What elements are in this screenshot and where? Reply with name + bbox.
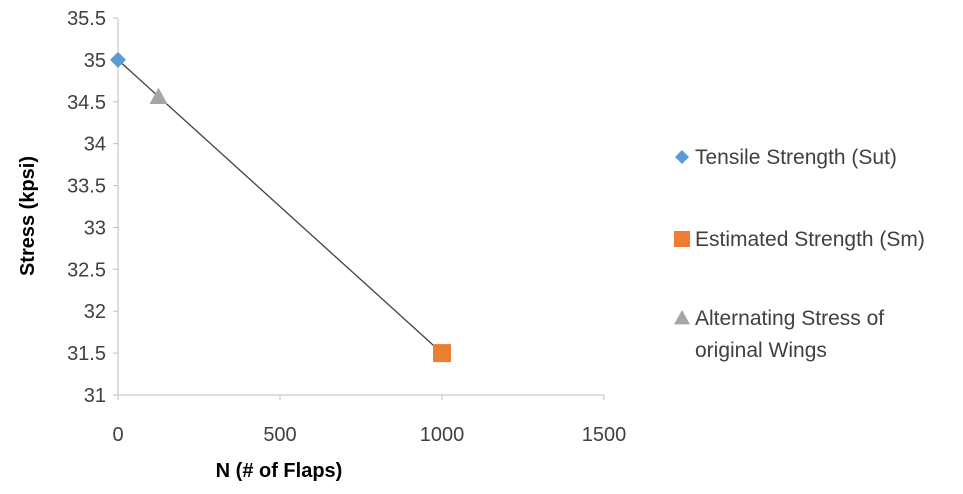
data-point-diamond xyxy=(110,51,126,68)
x-tick-label: 0 xyxy=(112,424,123,446)
trendline xyxy=(117,59,443,354)
y-tick-label: 33 xyxy=(84,217,106,239)
x-tick-label: 1500 xyxy=(582,424,627,446)
data-point-square xyxy=(433,344,451,363)
legend-marker-square xyxy=(674,231,690,247)
y-tick-label: 35.5 xyxy=(67,8,106,30)
trendline-layer xyxy=(117,59,443,354)
y-tick-label: 32.5 xyxy=(67,259,106,281)
legend-marker-triangle xyxy=(674,310,690,325)
data-points-layer xyxy=(110,51,451,363)
legend-label: original Wings xyxy=(695,339,827,362)
legend-marker-diamond xyxy=(675,150,689,164)
y-tick-label: 34.5 xyxy=(67,92,106,114)
y-axis-title: Stress (kpsi) xyxy=(17,156,39,276)
legend: Tensile Strength (Sut) Estimated Strength… xyxy=(674,146,925,362)
legend-label: Estimated Strength (Sm) xyxy=(695,228,925,251)
x-axis-title: N (# of Flaps) xyxy=(216,460,343,482)
x-tick-label: 500 xyxy=(263,424,296,446)
y-tick-label: 31.5 xyxy=(67,343,106,365)
y-tick-label: 34 xyxy=(84,134,106,156)
legend-label: Alternating Stress of xyxy=(695,307,884,330)
x-tick-label: 1000 xyxy=(420,424,465,446)
tick-labels-layer: 31 31.5 32 32.5 33 33.5 34 34.5 35 35.5 0 500 1000 15… xyxy=(67,8,626,446)
legend-label: Tensile Strength (Sut) xyxy=(695,146,897,169)
axes-layer xyxy=(113,17,605,400)
data-point-triangle xyxy=(149,87,168,104)
y-tick-label: 35 xyxy=(84,50,106,72)
y-tick-label: 32 xyxy=(84,301,106,323)
y-tick-label: 31 xyxy=(84,385,106,407)
y-tick-label: 33.5 xyxy=(67,176,106,198)
